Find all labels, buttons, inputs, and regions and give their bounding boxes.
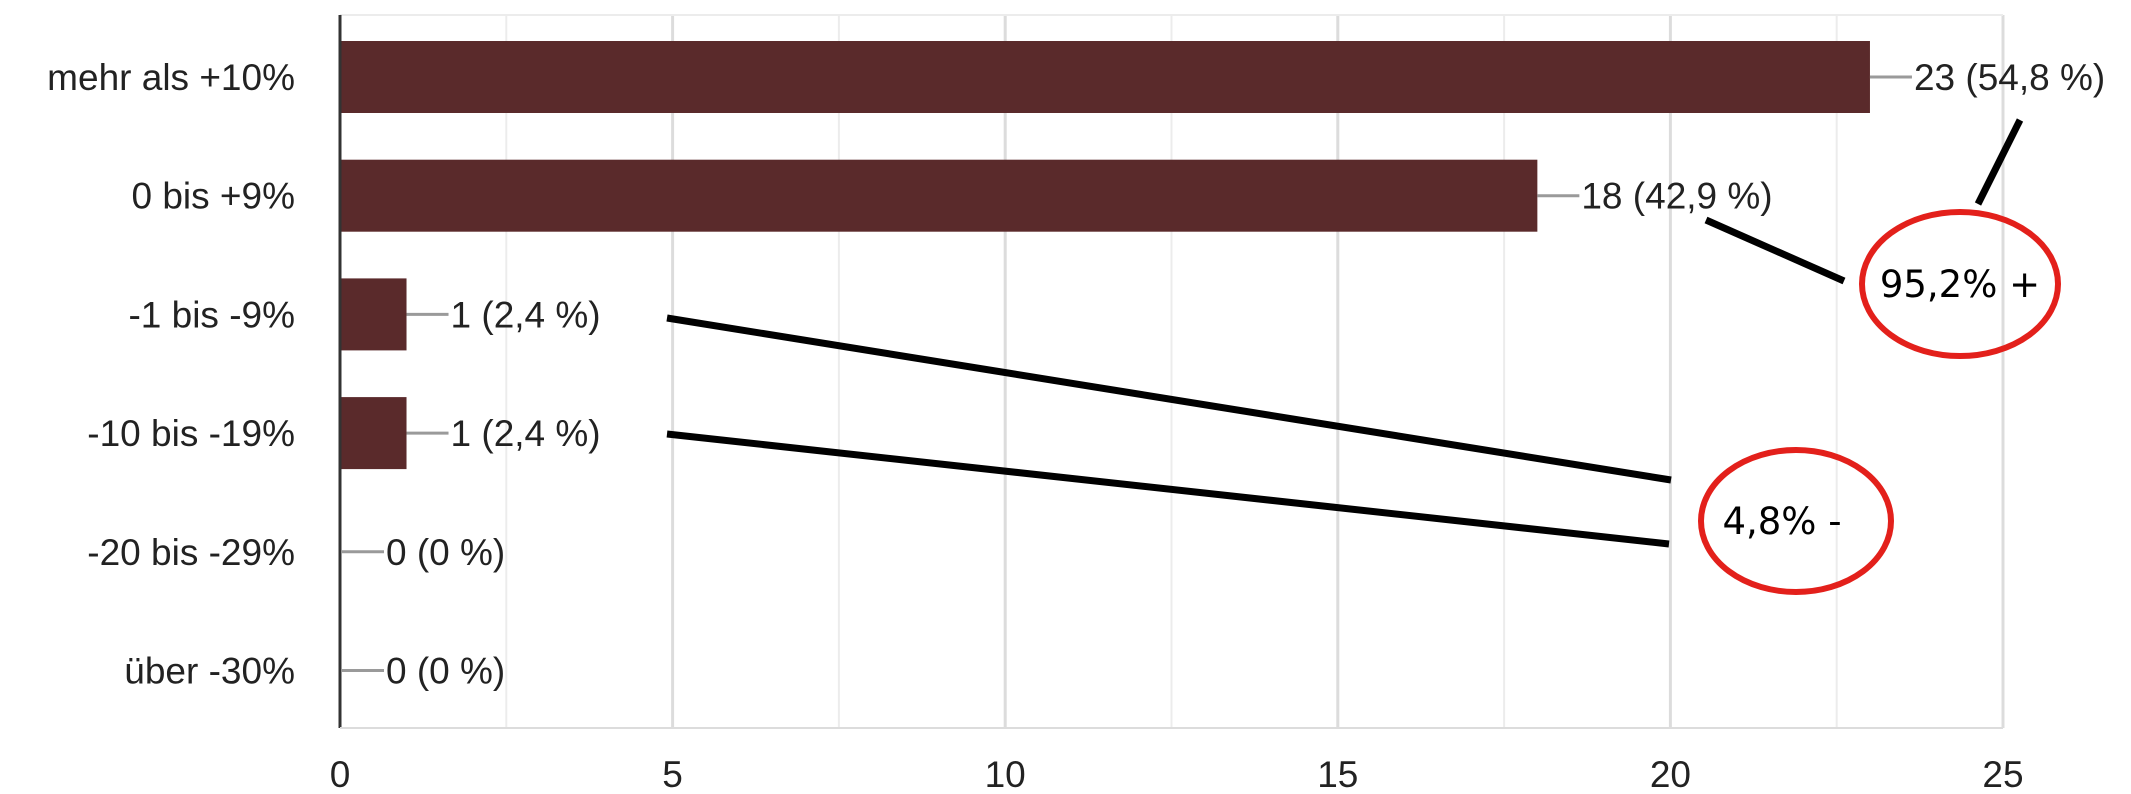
data-label: 23 (54,8 %) [1914, 57, 2105, 98]
data-labels: 23 (54,8 %) 18 (42,9 %) 1 (2,4 %) 1 (2,4 %)… [342, 57, 2105, 692]
x-tick-label: 25 [1982, 754, 2023, 794]
callout-circle-negative [1698, 447, 1894, 595]
callout-line-negative-1 [666, 314, 1672, 484]
callout-label-positive: 95,2% + [1880, 263, 2040, 306]
callout-line-positive-1 [1974, 118, 2024, 206]
x-tick-label: 15 [1317, 754, 1358, 794]
bar [340, 41, 1870, 113]
data-label: 1 (2,4 %) [451, 413, 601, 454]
bar [340, 397, 407, 470]
gridlines [340, 14, 2005, 728]
category-label: über -30% [124, 651, 295, 692]
category-labels: mehr als +10% 0 bis +9% -1 bis -9% -10 bis … [47, 57, 295, 692]
callout-label-negative: 4,8% - [1722, 500, 1841, 543]
data-label: 1 (2,4 %) [451, 294, 601, 335]
callout-line-negative-2 [666, 430, 1670, 548]
x-tick-label: 20 [1650, 754, 1691, 794]
bars [340, 41, 1870, 470]
category-label: -20 bis -29% [87, 532, 295, 573]
category-label: mehr als +10% [47, 57, 295, 98]
data-label: 0 (0 %) [386, 532, 505, 573]
x-tick-label: 5 [662, 754, 683, 794]
x-tick-label: 0 [330, 754, 351, 794]
axes [338, 15, 2003, 729]
bar [340, 159, 1538, 232]
category-label: -1 bis -9% [128, 294, 295, 335]
tick-labels: 0 5 10 15 20 25 [330, 754, 2024, 794]
callout-circle-positive [1859, 209, 2061, 359]
callouts: 95,2% + 4,8% - [666, 118, 2061, 595]
category-label: -10 bis -19% [87, 413, 295, 454]
category-label: 0 bis +9% [131, 176, 295, 217]
data-label: 18 (42,9 %) [1581, 176, 1772, 217]
callout-line-positive-2 [1704, 216, 1846, 285]
x-tick-label: 10 [985, 754, 1026, 794]
data-label: 0 (0 %) [386, 651, 505, 692]
bar [340, 278, 407, 351]
